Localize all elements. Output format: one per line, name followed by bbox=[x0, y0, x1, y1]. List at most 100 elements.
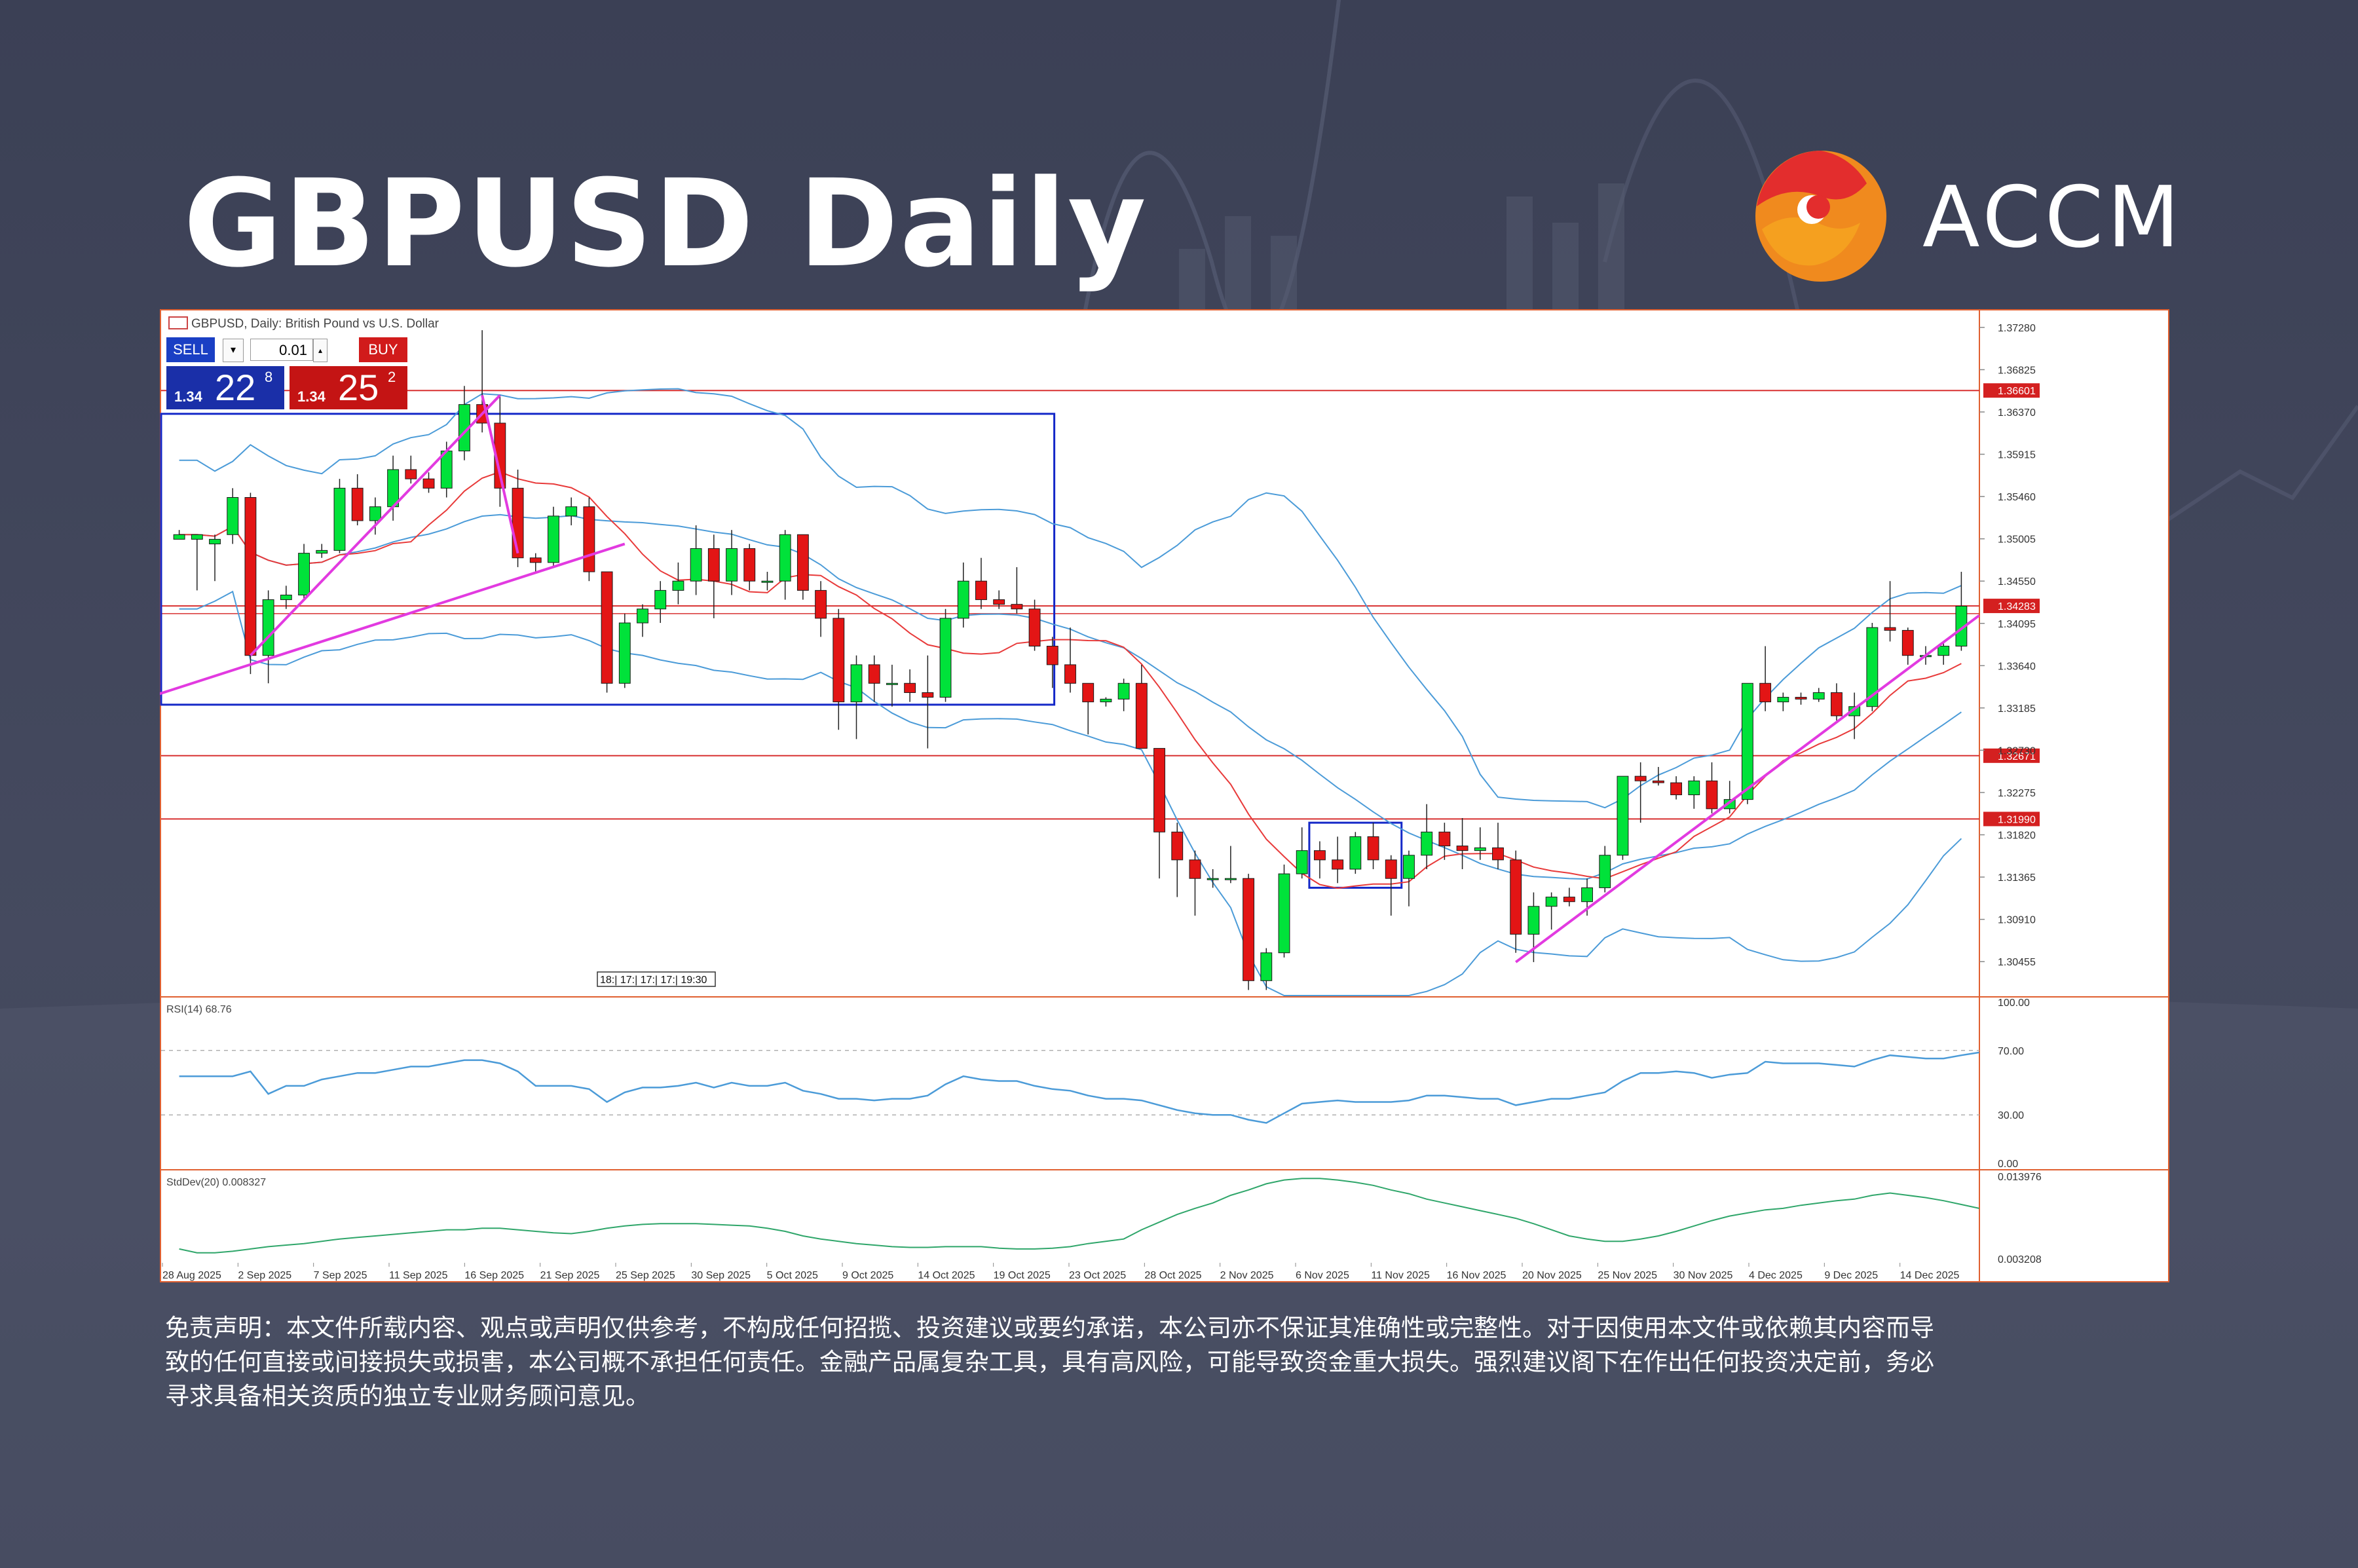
candle-body bbox=[761, 580, 774, 583]
x-tick-label: 25 Sep 2025 bbox=[616, 1270, 675, 1281]
chart-svg[interactable]: GBPUSD, Daily: British Pound vs U.S. Dol… bbox=[160, 309, 2169, 1282]
candle-body bbox=[1937, 646, 1950, 656]
candle-body bbox=[618, 622, 631, 684]
candle-body bbox=[1474, 847, 1486, 851]
chart-header: GBPUSD, Daily: British Pound vs U.S. Dol… bbox=[168, 316, 440, 331]
candle-body bbox=[1492, 847, 1504, 861]
x-tick-label: 14 Oct 2025 bbox=[918, 1270, 975, 1281]
candle-body bbox=[1207, 878, 1219, 880]
rsi-tick-label: 30.00 bbox=[1998, 1110, 2024, 1121]
buy-button[interactable]: BUY bbox=[359, 337, 407, 362]
candle-body bbox=[369, 506, 381, 521]
candle-body bbox=[939, 618, 952, 698]
x-tick-label: 28 Aug 2025 bbox=[162, 1270, 221, 1281]
y-tick-label: 1.36370 bbox=[1998, 407, 2036, 419]
candle-body bbox=[779, 534, 791, 582]
level-price-tag bbox=[1983, 599, 2040, 614]
candle-body bbox=[529, 557, 542, 563]
x-tick-label: 23 Oct 2025 bbox=[1069, 1270, 1126, 1281]
trendline-support bbox=[160, 542, 626, 696]
candle-body bbox=[868, 664, 880, 684]
candle-body bbox=[922, 692, 934, 698]
candle-body bbox=[1313, 850, 1326, 861]
candle-body bbox=[726, 548, 738, 582]
x-tick-label: 11 Nov 2025 bbox=[1371, 1270, 1430, 1281]
candle-body bbox=[422, 478, 435, 489]
x-tick-label: 9 Oct 2025 bbox=[842, 1270, 893, 1281]
y-tick-label: 1.33640 bbox=[1998, 661, 2036, 672]
y-tick-label: 1.32730 bbox=[1998, 745, 2036, 756]
bid-big: 22 bbox=[215, 367, 256, 408]
candle-body bbox=[1153, 748, 1165, 832]
candle-body bbox=[548, 515, 559, 563]
sell-button[interactable]: SELL bbox=[166, 337, 215, 362]
candle-body bbox=[637, 608, 648, 624]
candle-body bbox=[1100, 698, 1112, 703]
rsi-tick-label: 100.00 bbox=[1998, 998, 2030, 1009]
disclaimer-line: 免责声明：本文件所载内容、观点或声明仅供参考，不构成任何招揽、投资建议或要约承诺… bbox=[165, 1314, 1934, 1342]
candle-body bbox=[1527, 906, 1540, 935]
candle-body bbox=[1224, 878, 1237, 880]
rsi-line bbox=[179, 1051, 1979, 1124]
chart-panel[interactable]: GBPUSD, Daily: British Pound vs U.S. Dol… bbox=[160, 309, 2169, 1282]
candle-body bbox=[1189, 859, 1201, 879]
rsi-tick-label: 70.00 bbox=[1998, 1046, 2024, 1057]
disclaimer-line: 寻求具备相关资质的独立专业财务顾问意见。 bbox=[165, 1382, 650, 1410]
candle-body bbox=[886, 682, 898, 685]
stddev-tick-label: 0.003208 bbox=[1998, 1254, 2042, 1265]
candle-body bbox=[1795, 697, 1807, 700]
candle-body bbox=[957, 580, 969, 619]
candle-body bbox=[1848, 706, 1861, 717]
candle-body bbox=[1082, 682, 1095, 703]
candle-body bbox=[1117, 682, 1130, 700]
bollinger-lower-line bbox=[179, 590, 1962, 996]
y-tick-label: 1.31820 bbox=[1998, 831, 2036, 842]
x-tick-label: 21 Sep 2025 bbox=[540, 1270, 600, 1281]
x-tick-label: 14 Dec 2025 bbox=[1900, 1270, 1960, 1281]
candle-body bbox=[1296, 850, 1308, 874]
x-tick-label: 16 Nov 2025 bbox=[1447, 1270, 1506, 1281]
x-tick-label: 30 Nov 2025 bbox=[1674, 1270, 1733, 1281]
candle-body bbox=[227, 497, 239, 535]
candle-body bbox=[796, 534, 809, 591]
candle-body bbox=[1456, 846, 1469, 851]
candle-body bbox=[1171, 831, 1184, 861]
candle-body bbox=[191, 534, 203, 540]
candle-body bbox=[1688, 780, 1700, 796]
y-tick-label: 1.35005 bbox=[1998, 534, 2036, 546]
trendline-rally bbox=[249, 394, 501, 657]
candle-body bbox=[173, 534, 185, 540]
x-tick-label: 11 Sep 2025 bbox=[389, 1270, 448, 1281]
one-click-trading-panel[interactable]: SELL ▾ 0.01 ▴ BUY 1.34 22 8 1.34 25 2 bbox=[166, 337, 407, 411]
candle-body bbox=[1723, 799, 1736, 810]
brand-logo: ACCM bbox=[1749, 144, 2181, 288]
y-tick-label: 1.37280 bbox=[1998, 323, 2036, 334]
candle-body bbox=[1599, 855, 1611, 888]
ask-sup: 2 bbox=[388, 369, 396, 385]
candle-body bbox=[405, 469, 417, 479]
lot-dropdown[interactable]: ▾ bbox=[223, 339, 244, 362]
candle-body bbox=[262, 599, 274, 656]
lot-spinner[interactable]: ▴ bbox=[313, 339, 328, 362]
candle-body bbox=[1011, 604, 1023, 610]
ask-price-button[interactable]: 1.34 25 2 bbox=[290, 366, 407, 409]
rsi-label: RSI(14) 68.76 bbox=[166, 1004, 232, 1015]
y-tick-label: 1.32275 bbox=[1998, 788, 2036, 799]
candle-body bbox=[904, 682, 916, 693]
timestamp-box-label: 18:| 17:| 17:| 17:| 19:30 bbox=[600, 975, 707, 986]
y-tick-label: 1.34550 bbox=[1998, 576, 2036, 588]
x-tick-label: 7 Sep 2025 bbox=[314, 1270, 367, 1281]
lot-size-input[interactable]: 0.01 bbox=[250, 339, 313, 361]
level-price-label: 1.34283 bbox=[1998, 601, 2036, 612]
x-tick-label: 28 Oct 2025 bbox=[1144, 1270, 1201, 1281]
candle-body bbox=[1438, 831, 1451, 847]
candle-body bbox=[1901, 629, 1914, 656]
candle-body bbox=[1759, 682, 1772, 703]
candle-body bbox=[351, 487, 364, 521]
candle-body bbox=[244, 497, 257, 656]
disclaimer-line: 致的任何直接或间接损失或损害，本公司概不承担任何责任。金融产品属复杂工具，具有高… bbox=[165, 1348, 1934, 1376]
stddev-line bbox=[179, 1178, 1979, 1254]
bid-price-button[interactable]: 1.34 22 8 bbox=[166, 366, 284, 409]
bollinger-upper-line bbox=[179, 388, 1962, 809]
disclaimer: 免责声明：本文件所载内容、观点或声明仅供参考，不构成任何招揽、投资建议或要约承诺… bbox=[165, 1311, 2196, 1413]
